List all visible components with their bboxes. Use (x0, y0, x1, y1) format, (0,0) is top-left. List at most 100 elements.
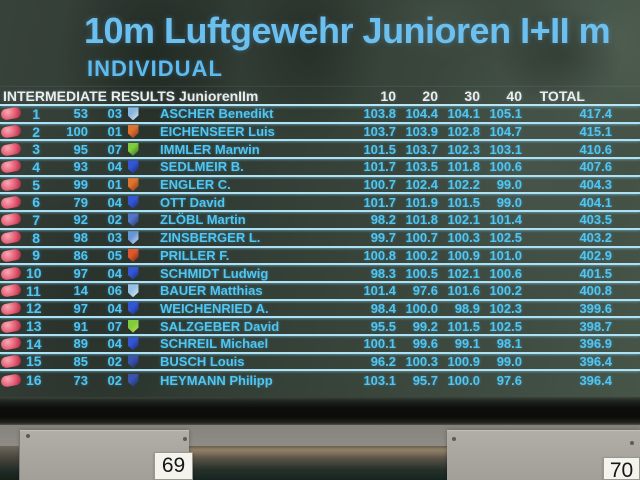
finished-indicator-icon (0, 195, 22, 210)
score-20: 99.2 (412, 318, 438, 334)
club-crest-icon (127, 301, 139, 315)
score-10: 95.5 (370, 318, 396, 334)
relay-number: 05 (107, 247, 122, 263)
rank-marker-cell (0, 212, 26, 228)
score-20: 103.5 (405, 159, 438, 175)
start-number: 14 (73, 283, 88, 299)
rank-marker-cell (0, 230, 26, 245)
score-20: 95.7 (412, 372, 438, 388)
relay-number: 03 (107, 106, 122, 122)
score-30: 102.8 (447, 124, 480, 140)
score-30: 100.9 (447, 353, 480, 369)
athlete-name: BUSCH Louis (160, 353, 245, 369)
score-30: 99.1 (454, 336, 480, 352)
total-score: 417.4 (579, 106, 612, 122)
score-40: 100.6 (489, 265, 522, 281)
relay-number: 02 (107, 372, 122, 388)
score-40: 102.5 (489, 318, 522, 334)
table-row: 7 92 02 ZLÖBL Martin 98.2 101.8 102.1 101.4 403.… (0, 212, 640, 230)
table-row: 5 99 01 ENGLER C. 100.7 102.4 102.2 99.0 404.3 (0, 177, 640, 195)
score-10: 100.7 (363, 177, 396, 193)
score-30: 101.8 (447, 159, 480, 175)
relay-number: 04 (107, 159, 122, 175)
athlete-name: SEDLMEIR B. (160, 159, 244, 175)
table-row: 16 73 02 HEYMANN Philipp 103.1 95.7 100.0 97.6 3… (0, 371, 640, 389)
score-20: 100.2 (405, 247, 438, 263)
relay-number: 03 (107, 230, 122, 246)
rank: 3 (32, 141, 40, 158)
start-number: 53 (73, 106, 88, 122)
club-crest-icon (127, 142, 139, 156)
column-header-20: 20 (422, 87, 438, 104)
finished-indicator-icon (0, 124, 22, 139)
rank-marker-cell (0, 248, 26, 263)
start-number: 79 (73, 194, 88, 210)
club-crest-cell (122, 373, 144, 387)
finished-indicator-icon (0, 248, 22, 263)
score-40: 100.6 (489, 159, 522, 175)
rank: 12 (26, 300, 42, 317)
score-30: 104.1 (447, 106, 480, 122)
rank-marker-cell (0, 177, 26, 192)
score-10: 98.3 (370, 265, 396, 281)
relay-number: 06 (107, 283, 122, 299)
column-header-40: 40 (506, 87, 522, 104)
score-30: 101.6 (447, 283, 480, 299)
relay-number: 04 (107, 300, 122, 316)
score-20: 103.9 (405, 124, 438, 140)
total-score: 396.9 (579, 336, 612, 352)
score-10: 99.7 (370, 230, 396, 246)
finished-indicator-icon (0, 177, 22, 192)
score-40: 98.1 (496, 336, 522, 352)
finished-indicator-icon (0, 142, 22, 157)
start-number: 98 (73, 230, 88, 246)
rank-marker-cell (0, 283, 26, 298)
score-20: 100.7 (405, 230, 438, 246)
score-40: 101.4 (489, 212, 522, 228)
club-crest-icon (127, 248, 139, 262)
score-40: 100.2 (489, 283, 522, 299)
score-40: 99.0 (496, 194, 522, 210)
table-row: 11 14 06 BAUER Matthias 101.4 97.6 101.6 100.2 4… (0, 283, 640, 301)
rank: 9 (32, 247, 40, 264)
club-crest-icon (127, 107, 139, 121)
score-20: 103.7 (405, 141, 438, 157)
club-crest-cell (122, 319, 144, 333)
club-crest-icon (127, 231, 139, 245)
score-20: 100.5 (405, 265, 438, 281)
start-number: 95 (73, 141, 88, 157)
score-10: 103.7 (363, 124, 396, 140)
club-crest-icon (127, 354, 139, 368)
total-score: 402.9 (579, 247, 612, 263)
total-score: 403.5 (579, 212, 612, 228)
rank: 14 (26, 335, 42, 352)
rank: 8 (32, 229, 40, 246)
athlete-name: HEYMANN Philipp (160, 372, 273, 388)
relay-number: 04 (107, 336, 122, 352)
total-score: 415.1 (579, 124, 612, 140)
score-30: 102.1 (447, 212, 480, 228)
score-30: 102.2 (447, 177, 480, 193)
total-score: 396.4 (579, 372, 612, 388)
rank-marker-cell (0, 373, 26, 388)
rank: 10 (26, 265, 42, 282)
relay-number: 04 (107, 194, 122, 210)
club-crest-icon (127, 284, 139, 298)
finished-indicator-icon (0, 354, 22, 369)
lane-number-tag-69: 69 (154, 452, 193, 480)
relay-number: 01 (107, 124, 122, 140)
column-header-30: 30 (464, 87, 480, 104)
start-number: 89 (73, 336, 88, 352)
score-40: 97.6 (496, 372, 522, 388)
table-row: 8 98 03 ZINSBERGER L. 99.7 100.7 100.3 102.5 403… (0, 230, 640, 248)
relay-number: 07 (107, 141, 122, 157)
score-10: 98.4 (370, 300, 396, 316)
relay-number: 01 (107, 177, 122, 193)
relay-number: 07 (107, 318, 122, 334)
club-crest-cell (122, 107, 144, 121)
rank-marker-cell (0, 106, 26, 121)
table-row: 6 79 04 OTT David 101.7 101.9 101.5 99.0 404.1 (0, 194, 640, 213)
table-row: 10 97 04 SCHMIDT Ludwig 98.3 100.5 102.1 100.6 4… (0, 265, 640, 283)
table-row: 4 93 04 SEDLMEIR B. 101.7 103.5 101.8 100.6 407.… (0, 159, 640, 177)
